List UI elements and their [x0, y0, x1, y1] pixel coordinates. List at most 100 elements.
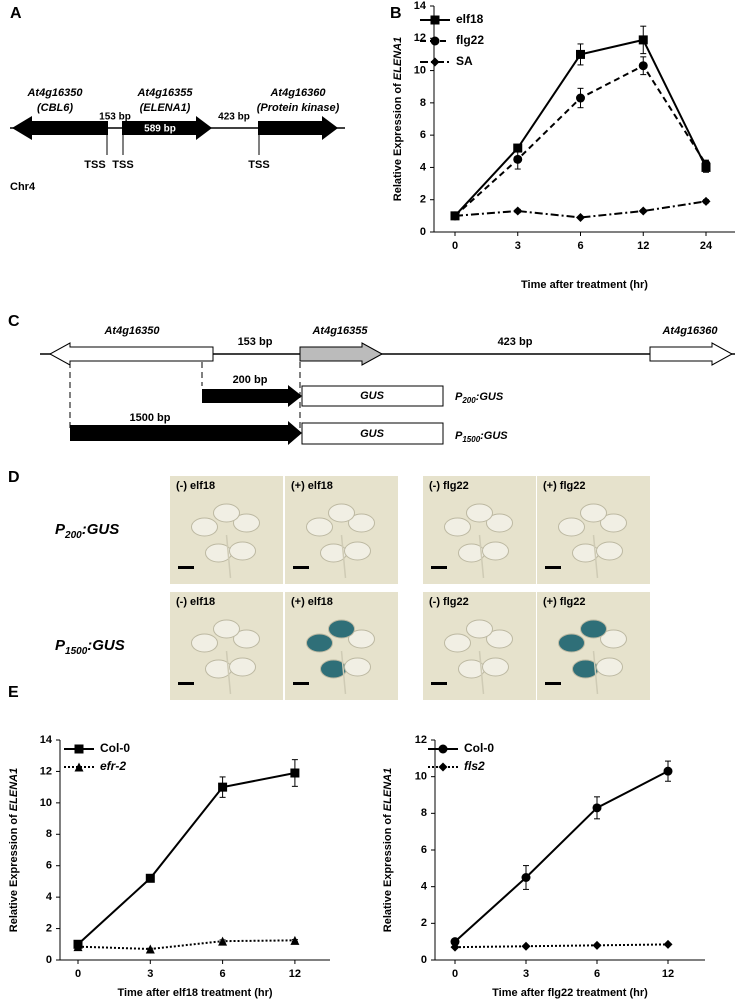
series-line: [454, 770, 669, 943]
marker: [701, 196, 711, 206]
root: [592, 534, 599, 579]
x-tick-label: 3: [523, 968, 529, 980]
root: [340, 534, 347, 579]
leaf: [306, 517, 333, 537]
scale-bar: [178, 682, 194, 685]
photo-label: (+) elf18: [291, 596, 333, 608]
marker: [290, 935, 300, 945]
tss-label: TSS: [248, 159, 269, 171]
label-part: ELENA1: [382, 768, 394, 811]
y-tick-label: 8: [421, 807, 427, 819]
legend-label: Col-0: [464, 741, 494, 755]
label-part: Relative Expression of: [392, 80, 404, 201]
chromosome-label: Chr4: [10, 181, 36, 193]
y-tick-label: 8: [46, 828, 52, 840]
gene-arrow: [48, 342, 214, 366]
photo-label: (+) flg22: [543, 596, 585, 608]
construct-label: P200:GUS: [455, 391, 504, 405]
series-line: [77, 772, 296, 946]
leaf: [344, 657, 371, 677]
marker: [576, 212, 585, 222]
label-part: 200: [64, 530, 82, 541]
gene-arrow: [649, 342, 734, 366]
root: [225, 534, 232, 579]
label-part: ELENA1: [392, 37, 404, 80]
marker: [145, 944, 155, 954]
x-tick-label: 12: [289, 968, 301, 980]
construct-diagram-c: At4g16350 At4g16355 At4g16360 153 bp 423…: [40, 325, 735, 445]
leaf: [558, 517, 585, 537]
series-line: [454, 200, 707, 219]
root: [478, 534, 485, 579]
scale-bar: [178, 566, 194, 569]
marker: [592, 803, 602, 813]
gene-id: At4g16355: [136, 87, 193, 99]
label-part: ELENA1: [8, 768, 20, 811]
root: [225, 650, 232, 695]
gene-length: 589 bp: [144, 124, 176, 135]
photo-label: (+) elf18: [291, 480, 333, 492]
root: [478, 650, 485, 695]
leaf: [580, 619, 607, 639]
marker: [521, 873, 531, 882]
series-line: [454, 943, 669, 949]
seedling-photo: (+) flg22: [537, 592, 650, 700]
leaf: [191, 517, 218, 537]
label-part: P: [55, 521, 66, 538]
legend-label: fls2: [464, 759, 485, 773]
x-tick-label: 0: [452, 968, 458, 980]
legend-marker: [430, 36, 440, 46]
tss-label: TSS: [112, 159, 133, 171]
marker: [73, 942, 83, 952]
scale-bar: [293, 566, 309, 569]
marker: [663, 766, 673, 776]
y-axis-label: Relative Expression of ELENA1: [8, 768, 20, 932]
leaf: [306, 633, 333, 653]
marker: [450, 211, 460, 221]
label-part: P: [55, 637, 66, 654]
root: [592, 650, 599, 695]
x-tick-label: 3: [515, 240, 521, 252]
scale-bar: [293, 682, 309, 685]
line-chart: 0 2 4 6 8 10 12 0 3 6 12 Time after flg22 treatment…: [382, 734, 705, 999]
row-label: P200:GUS: [55, 521, 119, 541]
y-tick-label: 4: [421, 881, 428, 893]
gene-arrow: [12, 116, 108, 140]
label-part: Relative Expression of: [8, 811, 20, 932]
leaf: [486, 513, 513, 533]
panel-label: E: [8, 684, 19, 701]
leaf: [233, 513, 260, 533]
gene-id: At4g16350: [26, 87, 83, 99]
marker: [450, 937, 460, 947]
marker: [218, 782, 228, 792]
reporter-box: [301, 385, 444, 407]
y-tick-label: 10: [414, 64, 426, 76]
x-tick-label: 12: [637, 240, 649, 252]
seedling-photo: (-) flg22: [423, 476, 536, 584]
y-axis-label: Relative Expression of ELENA1: [392, 37, 404, 201]
scale-bar: [545, 566, 561, 569]
marker: [521, 941, 531, 951]
marker: [513, 154, 523, 164]
y-tick-label: 6: [46, 860, 52, 872]
y-tick-label: 2: [46, 922, 52, 934]
panel-label: D: [8, 469, 20, 486]
leaf: [213, 619, 240, 639]
promoter-length: 200 bp: [233, 374, 268, 386]
y-tick-label: 14: [414, 0, 427, 12]
gene-arrow: [258, 116, 338, 140]
leaf: [596, 657, 623, 677]
photo-label: (-) flg22: [429, 596, 469, 608]
y-tick-label: 2: [421, 917, 427, 929]
marker: [576, 93, 585, 103]
panel-label: B: [390, 5, 402, 22]
x-tick-label: 6: [594, 968, 600, 980]
leaf: [328, 619, 355, 639]
marker: [513, 143, 523, 153]
scale-bar: [545, 682, 561, 685]
photo-label: (-) elf18: [176, 596, 215, 608]
leaf: [486, 629, 513, 649]
photo-label: (-) elf18: [176, 480, 215, 492]
